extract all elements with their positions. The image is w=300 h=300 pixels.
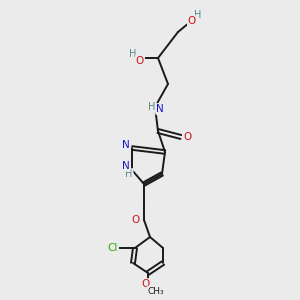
Text: H: H bbox=[148, 102, 156, 112]
Text: O: O bbox=[136, 56, 144, 66]
Text: N: N bbox=[122, 161, 130, 171]
Text: N: N bbox=[156, 104, 164, 114]
Text: H: H bbox=[129, 49, 137, 59]
Text: O: O bbox=[188, 16, 196, 26]
Text: H: H bbox=[194, 10, 202, 20]
Text: O: O bbox=[183, 132, 191, 142]
Text: H: H bbox=[125, 169, 133, 179]
Text: CH₃: CH₃ bbox=[148, 286, 164, 296]
Text: O: O bbox=[132, 215, 140, 225]
Text: O: O bbox=[142, 279, 150, 289]
Text: Cl: Cl bbox=[108, 243, 118, 253]
Text: N: N bbox=[122, 140, 130, 150]
